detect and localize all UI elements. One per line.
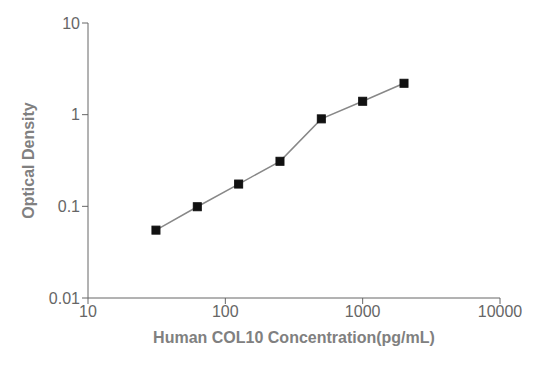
- svg-text:0.1: 0.1: [58, 198, 80, 215]
- svg-text:10000: 10000: [478, 303, 523, 320]
- svg-text:Optical Density: Optical Density: [20, 102, 37, 219]
- svg-text:Human COL10 Concentration(pg/m: Human COL10 Concentration(pg/mL): [153, 329, 435, 346]
- svg-text:0.01: 0.01: [49, 290, 80, 307]
- svg-text:10: 10: [79, 303, 97, 320]
- svg-text:1: 1: [71, 106, 80, 123]
- svg-text:10: 10: [62, 15, 80, 32]
- svg-text:100: 100: [212, 303, 239, 320]
- svg-text:1000: 1000: [345, 303, 381, 320]
